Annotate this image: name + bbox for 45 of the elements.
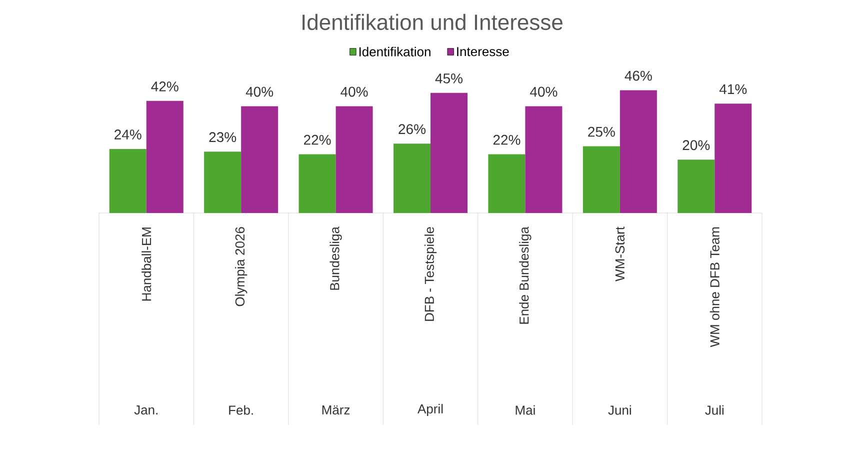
bar bbox=[488, 154, 526, 213]
text: April bbox=[418, 404, 443, 416]
text: Jan. bbox=[134, 405, 158, 415]
x-tick-label: Ende Bundesliga bbox=[519, 226, 532, 324]
data-label: 42% bbox=[151, 82, 178, 92]
data-label: 20% bbox=[682, 140, 710, 150]
x-tick-label: WM-Start bbox=[615, 226, 625, 282]
x-tick-label: Olympia 2026 bbox=[235, 227, 248, 306]
bar bbox=[678, 160, 715, 213]
bar bbox=[430, 92, 468, 213]
text: Mai bbox=[516, 405, 535, 415]
data-label: 40% bbox=[530, 86, 558, 97]
text: März bbox=[322, 405, 350, 415]
data-label: 24% bbox=[114, 130, 142, 140]
chart-title: Identifikation und Interesse bbox=[302, 14, 562, 30]
data-label: 40% bbox=[340, 86, 368, 97]
x-tick-label: Handball-EM bbox=[142, 228, 152, 301]
bar bbox=[582, 146, 620, 213]
bar bbox=[336, 106, 373, 213]
data-label: 45% bbox=[435, 74, 463, 84]
bar bbox=[620, 90, 657, 213]
x-tick-label: DFB - Testspiele bbox=[424, 227, 437, 321]
data-label: 22% bbox=[493, 134, 520, 145]
text: Juli bbox=[705, 405, 724, 415]
bar bbox=[394, 144, 430, 213]
bar bbox=[298, 154, 336, 213]
x-tick-label: WM ohne DFB Team bbox=[710, 227, 720, 348]
data-label: 25% bbox=[588, 126, 615, 137]
bar bbox=[204, 152, 242, 213]
data-label: 22% bbox=[304, 134, 331, 145]
text: Feb. bbox=[229, 405, 253, 415]
data-label: 40% bbox=[246, 86, 274, 97]
x-tick-label: Bundesliga bbox=[330, 226, 342, 290]
bar bbox=[525, 106, 562, 213]
legend-label: Interesse bbox=[457, 47, 509, 56]
bar bbox=[146, 100, 184, 213]
data-label: 26% bbox=[398, 124, 426, 134]
bar bbox=[241, 106, 278, 213]
data-label: 41% bbox=[719, 84, 747, 94]
bar bbox=[714, 104, 752, 213]
data-label: 46% bbox=[624, 70, 652, 81]
bar bbox=[109, 148, 146, 213]
data-label: 23% bbox=[209, 132, 236, 142]
text: Juni bbox=[608, 405, 631, 415]
legend-label: Identifikation bbox=[359, 46, 430, 56]
